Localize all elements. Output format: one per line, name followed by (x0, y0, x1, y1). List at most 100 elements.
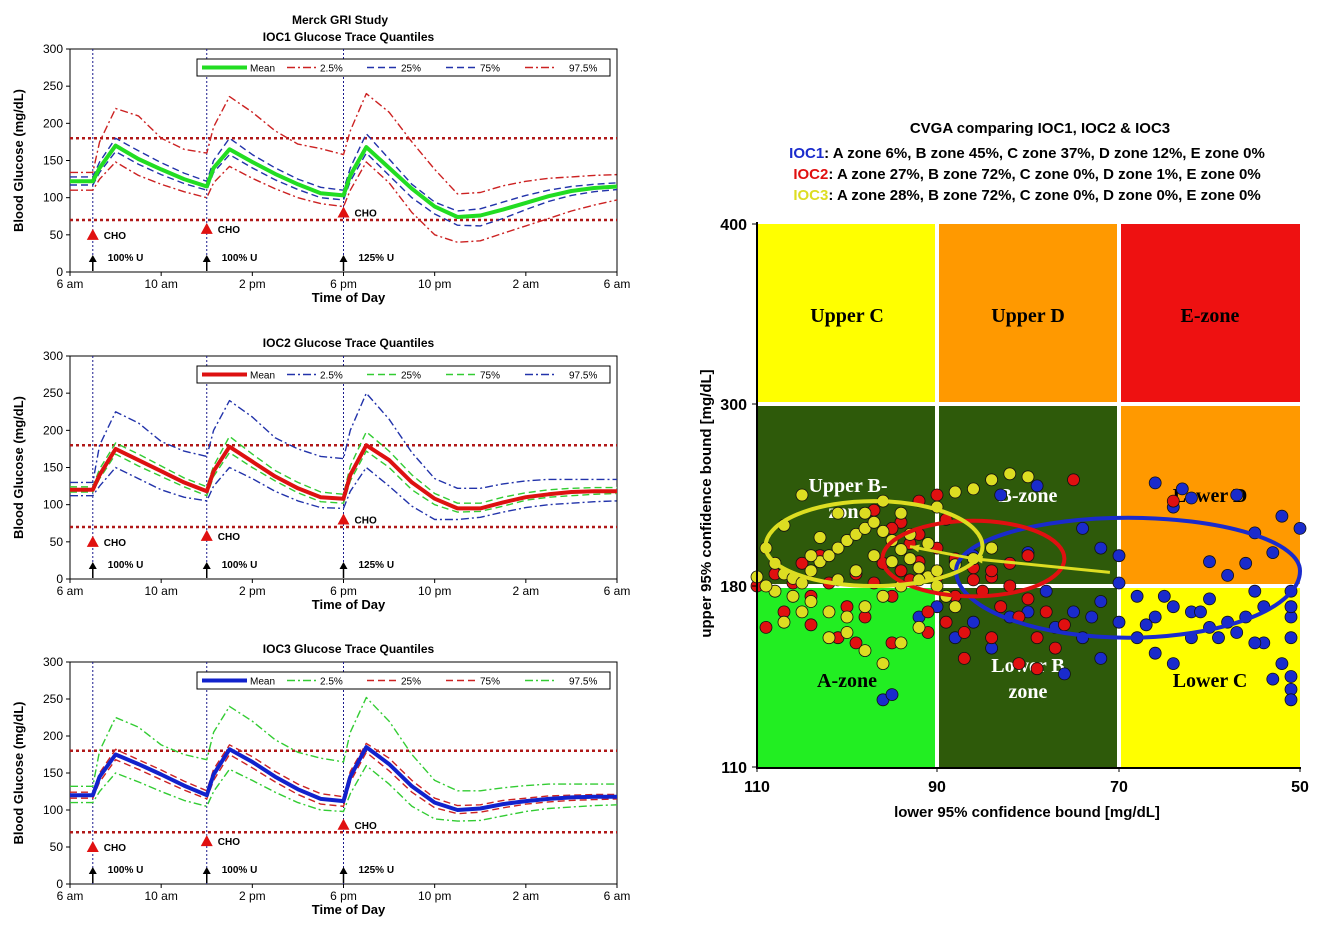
x-axis-label: Time of Day (312, 290, 386, 305)
dose-label: 125% U (359, 253, 395, 264)
x-tick-label: 2 pm (239, 277, 266, 291)
y-axis-label: upper 95% confidence bound [mg/dL] (698, 369, 715, 637)
y-axis-label: Blood Glucose (mg/dL) (11, 702, 26, 845)
cvga-summary-text: : A zone 6%, B zone 45%, C zone 37%, D z… (824, 145, 1265, 162)
x-tick-label: 2 pm (239, 889, 266, 903)
data-point (903, 552, 917, 566)
data-point (1112, 576, 1126, 590)
cho-marker (337, 206, 350, 218)
data-point (1058, 618, 1071, 632)
series-line-2-5pct (70, 764, 618, 822)
cho-marker (86, 228, 99, 240)
data-point (1130, 589, 1144, 603)
legend-label: Mean (250, 371, 275, 382)
legend-label: 97.5% (569, 64, 597, 75)
zone-label: zone (1009, 681, 1048, 703)
y-tick-label: 200 (43, 423, 63, 437)
y-tick-label: 0 (56, 572, 63, 586)
cvga-summary-line: IOC1: A zone 6%, B zone 45%, C zone 37%,… (789, 145, 1265, 162)
ioc3-glucose-chart: IOC3 Glucose Trace Quantiles 0 50 100 150 200… (11, 642, 630, 917)
data-point (1003, 579, 1017, 593)
data-point (921, 605, 935, 619)
centroid-arrow (909, 545, 974, 561)
data-point (804, 549, 818, 563)
data-point (1067, 473, 1080, 487)
cho-label: CHO (104, 843, 126, 854)
y-tick-label: 150 (43, 766, 63, 780)
data-point (894, 636, 908, 650)
data-point (759, 621, 773, 634)
x-tick-label: 2 am (512, 889, 539, 903)
cvga-summary-line: IOC3: A zone 28%, B zone 72%, C zone 0%,… (793, 187, 1260, 204)
x-tick-label: 6 am (57, 277, 84, 291)
x-tick-label: 6 am (604, 889, 631, 903)
data-point (777, 615, 791, 629)
data-point (876, 657, 890, 670)
legend-label: 2.5% (320, 677, 343, 688)
legend-label: Mean (250, 64, 275, 75)
series-line-25pct (70, 751, 618, 815)
cvga-summary-text: : A zone 27%, B zone 72%, C zone 0%, D z… (828, 166, 1260, 183)
chart-title: IOC1 Glucose Trace Quantiles (263, 30, 435, 44)
data-point (1166, 657, 1180, 670)
data-point (894, 564, 908, 578)
cho-marker (200, 529, 213, 541)
y-tick-label: 50 (50, 228, 64, 242)
data-point (1094, 541, 1108, 555)
data-point (1039, 605, 1053, 619)
data-point (1284, 600, 1298, 614)
data-point (849, 564, 863, 578)
series-line-75pct (70, 742, 617, 807)
data-point (795, 488, 809, 502)
x-tick-label: 10 pm (418, 584, 451, 598)
data-point (985, 631, 998, 645)
x-tick-label: 110 (744, 779, 770, 796)
y-tick-label: 300 (43, 42, 63, 56)
cho-label: CHO (355, 821, 377, 832)
legend: Mean 2.5% 25% 75% 97.5% (196, 671, 611, 690)
insulin-arrow-head (202, 562, 211, 569)
zone-label: E-zone (1181, 305, 1240, 327)
x-tick-label: 10 am (144, 277, 177, 291)
data-point (858, 522, 872, 535)
data-point (1030, 631, 1044, 645)
data-point (1021, 470, 1035, 484)
data-point (1266, 546, 1280, 559)
data-point (1148, 610, 1162, 624)
zone-label: Upper D (991, 305, 1065, 327)
y-tick-label: 250 (43, 79, 63, 93)
data-point (1003, 467, 1017, 481)
data-point (822, 605, 836, 619)
data-point (858, 600, 872, 614)
confidence-ellipse-ioc2 (880, 518, 1067, 599)
x-tick-label: 10 am (144, 584, 177, 598)
dose-label: 100% U (222, 865, 258, 876)
x-axis-label: Time of Day (312, 902, 386, 917)
data-point (1284, 631, 1298, 645)
y-tick-label: 400 (720, 217, 747, 234)
data-point (1148, 646, 1162, 660)
data-point (957, 626, 971, 639)
x-axis-label: Time of Day (312, 597, 386, 612)
cho-label: CHO (104, 538, 126, 549)
y-tick-label: 150 (43, 461, 63, 475)
y-tick-label: 50 (50, 535, 64, 549)
y-tick-label: 110 (721, 760, 747, 777)
insulin-arrow-head (88, 562, 97, 569)
cvga-summary-name: IOC2 (793, 166, 828, 183)
y-tick-label: 0 (56, 877, 63, 891)
legend: Mean 2.5% 25% 75% 97.5% (196, 365, 611, 384)
data-point (831, 506, 845, 520)
data-point (985, 473, 998, 487)
legend-label: 2.5% (320, 64, 343, 75)
main-title: Merck GRI Study (292, 13, 388, 27)
data-point (876, 525, 890, 538)
data-point (967, 615, 980, 629)
data-point (1139, 618, 1153, 632)
data-point (885, 688, 899, 701)
data-point (858, 644, 872, 657)
x-tick-label: 10 am (144, 889, 177, 903)
data-point (813, 555, 827, 569)
zone-label: B-zone (999, 485, 1058, 507)
